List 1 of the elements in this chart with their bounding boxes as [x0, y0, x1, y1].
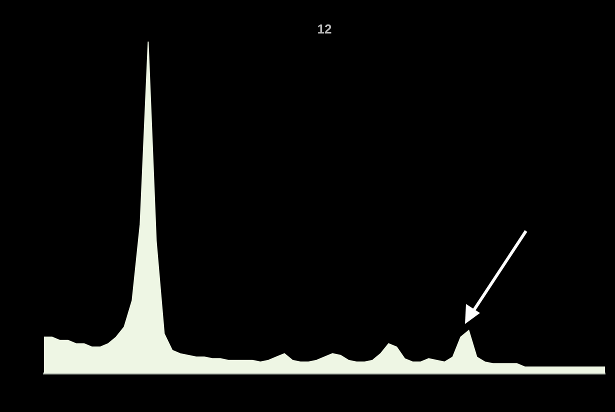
- chart-title: 12: [317, 21, 332, 36]
